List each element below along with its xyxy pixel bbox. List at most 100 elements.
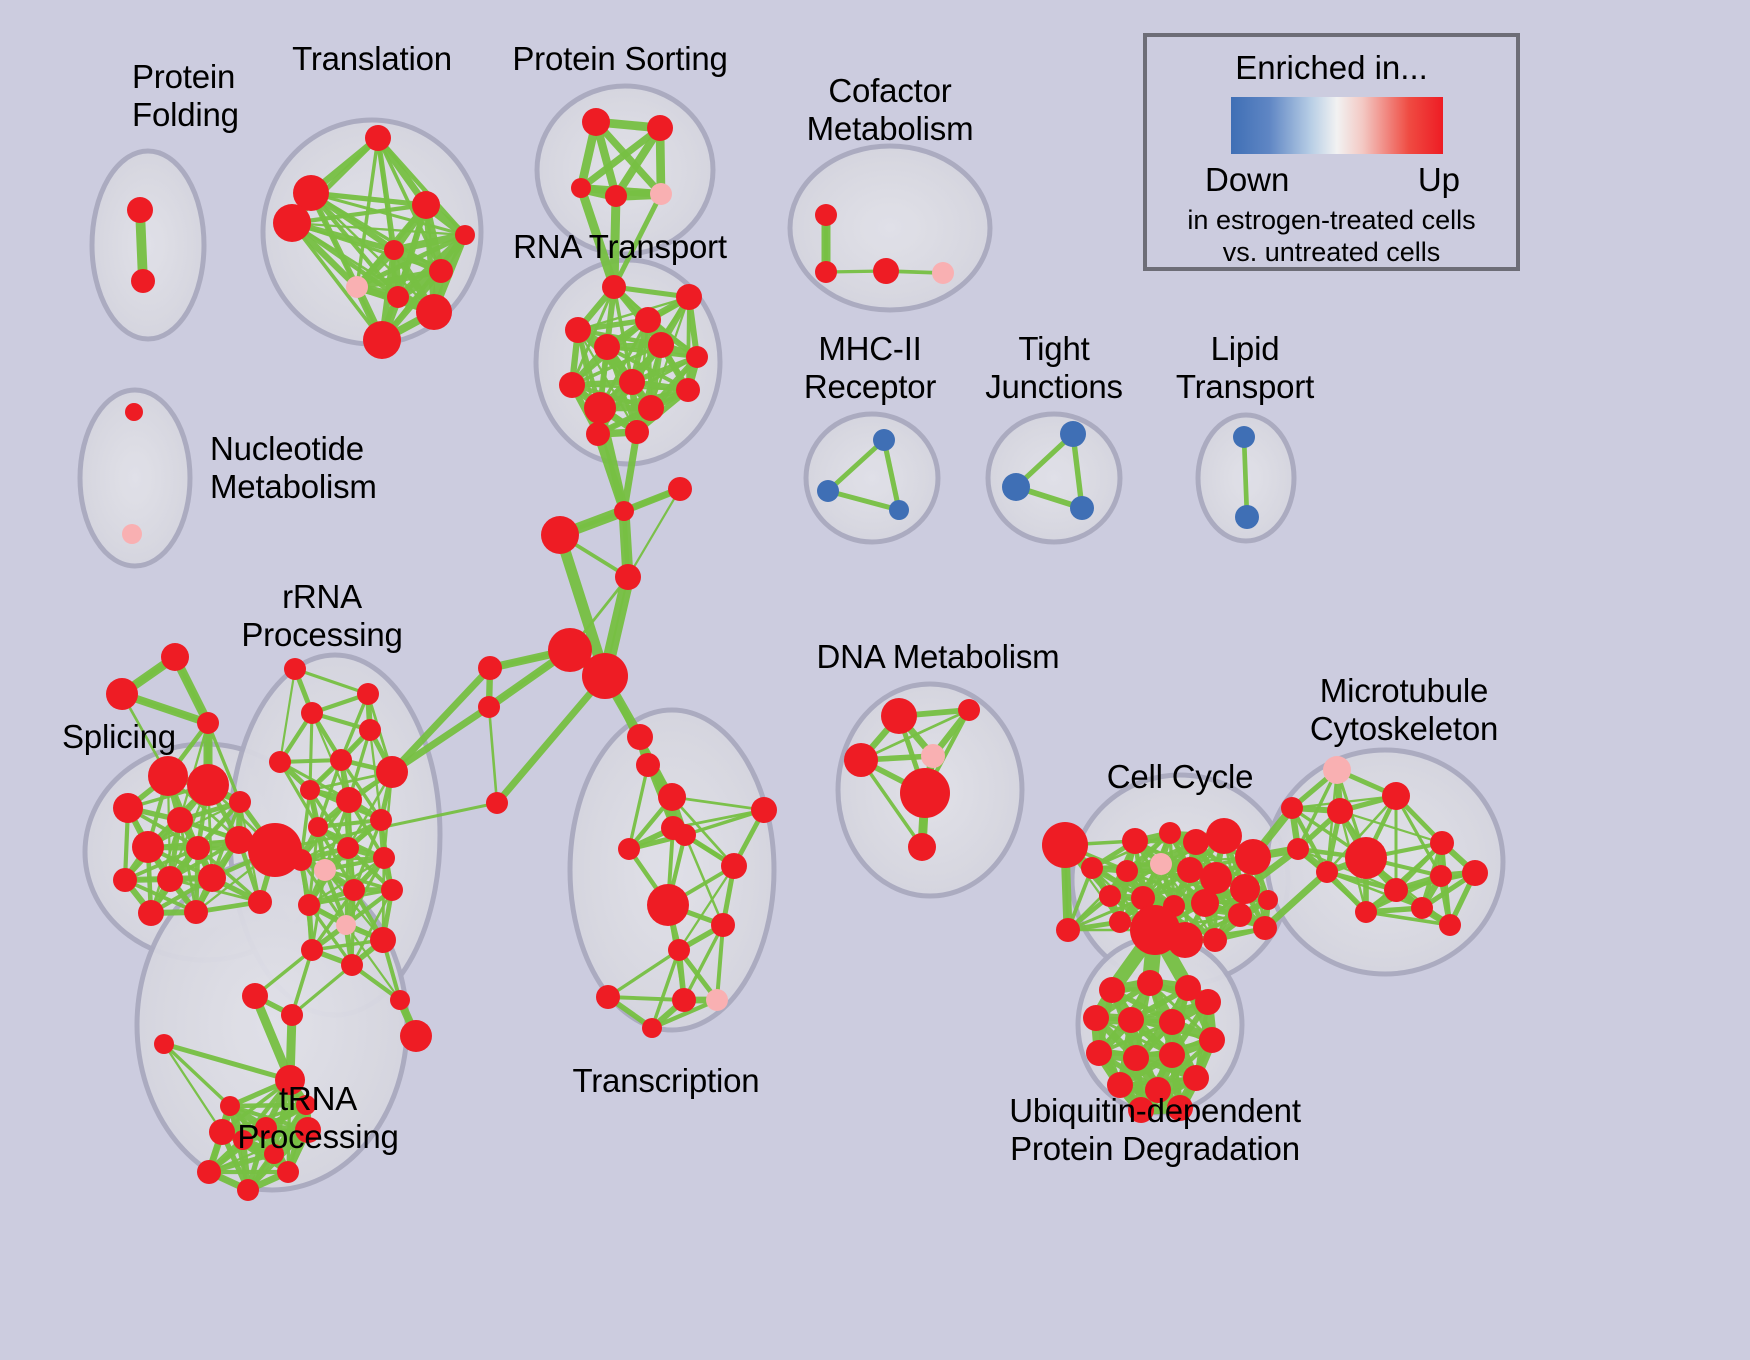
network-node-ubiquitin-protein-degradation[interactable]	[1128, 1097, 1154, 1123]
network-node-rrna-processing[interactable]	[298, 894, 320, 916]
network-node-ubiquitin-protein-degradation[interactable]	[1159, 1009, 1185, 1035]
network-node-cell-cycle[interactable]	[1042, 822, 1088, 868]
network-node-cell-cycle[interactable]	[1131, 886, 1155, 910]
network-node-rrna-processing[interactable]	[301, 939, 323, 961]
network-node-translation[interactable]	[363, 321, 401, 359]
network-node-translation[interactable]	[293, 175, 329, 211]
network-node-trna-processing[interactable]	[296, 1095, 316, 1115]
network-node-microtubule-cytoskeleton[interactable]	[1327, 798, 1353, 824]
network-node-cofactor-metabolism[interactable]	[815, 261, 837, 283]
network-node-cofactor-metabolism[interactable]	[873, 258, 899, 284]
network-node-rrna-processing[interactable]	[400, 1020, 432, 1052]
network-node-rna-transport[interactable]	[565, 317, 591, 343]
network-node-translation[interactable]	[455, 225, 475, 245]
network-node-transcription[interactable]	[615, 564, 641, 590]
network-node-ubiquitin-protein-degradation[interactable]	[1107, 1072, 1133, 1098]
network-node-transcription[interactable]	[668, 939, 690, 961]
network-node-ubiquitin-protein-degradation[interactable]	[1099, 977, 1125, 1003]
network-node-cell-cycle[interactable]	[1056, 918, 1080, 942]
network-node-transcription[interactable]	[596, 985, 620, 1009]
network-node-microtubule-cytoskeleton[interactable]	[1462, 860, 1488, 886]
network-node-splicing[interactable]	[113, 793, 143, 823]
network-node-trna-processing[interactable]	[255, 1117, 277, 1139]
network-node-nucleotide-metabolism[interactable]	[122, 524, 142, 544]
network-node-cell-cycle[interactable]	[1099, 885, 1121, 907]
network-node-rna-transport[interactable]	[619, 369, 645, 395]
network-node-rna-transport[interactable]	[602, 275, 626, 299]
network-node-trna-processing[interactable]	[220, 1096, 240, 1116]
network-node-protein-sorting[interactable]	[650, 183, 672, 205]
network-node-ubiquitin-protein-degradation[interactable]	[1123, 1045, 1149, 1071]
network-node-cofactor-metabolism[interactable]	[815, 204, 837, 226]
network-node-rrna-processing[interactable]	[343, 879, 365, 901]
network-node-splicing[interactable]	[248, 890, 272, 914]
network-node-rrna-processing[interactable]	[359, 719, 381, 741]
network-node-ubiquitin-protein-degradation[interactable]	[1195, 989, 1221, 1015]
network-node-rrna-processing[interactable]	[290, 849, 312, 871]
network-node-rrna-processing[interactable]	[314, 859, 336, 881]
network-node-protein-sorting[interactable]	[647, 115, 673, 141]
network-node-transcription[interactable]	[658, 783, 686, 811]
network-node-ubiquitin-protein-degradation[interactable]	[1199, 1027, 1225, 1053]
network-node-translation[interactable]	[273, 204, 311, 242]
network-node-rrna-processing[interactable]	[337, 837, 359, 859]
network-node-rrna-processing[interactable]	[242, 983, 268, 1009]
network-node-translation[interactable]	[429, 259, 453, 283]
network-node-trna-processing[interactable]	[233, 1130, 253, 1150]
network-node-dna-metabolism[interactable]	[921, 744, 945, 768]
network-node-cell-cycle[interactable]	[1258, 890, 1278, 910]
network-node-microtubule-cytoskeleton[interactable]	[1430, 865, 1452, 887]
network-node-rrna-processing[interactable]	[300, 780, 320, 800]
network-node-transcription[interactable]	[706, 989, 728, 1011]
network-node-rna-transport[interactable]	[586, 422, 610, 446]
network-node-microtubule-cytoskeleton[interactable]	[1316, 861, 1338, 883]
network-node-cell-cycle[interactable]	[1191, 889, 1219, 917]
network-node-tight-junctions[interactable]	[1060, 421, 1086, 447]
network-node-protein-folding[interactable]	[127, 197, 153, 223]
network-node-rrna-processing[interactable]	[301, 702, 323, 724]
network-node-protein-sorting[interactable]	[582, 108, 610, 136]
network-node-translation[interactable]	[387, 286, 409, 308]
network-node-microtubule-cytoskeleton[interactable]	[1287, 838, 1309, 860]
network-node-ubiquitin-protein-degradation[interactable]	[1086, 1040, 1112, 1066]
network-node-rna-transport[interactable]	[625, 420, 649, 444]
network-node-lipid-transport[interactable]	[1233, 426, 1255, 448]
network-node-microtubule-cytoskeleton[interactable]	[1281, 797, 1303, 819]
network-node-transcription[interactable]	[647, 884, 689, 926]
network-node-rrna-processing[interactable]	[341, 954, 363, 976]
network-node-ubiquitin-protein-degradation[interactable]	[1083, 1005, 1109, 1031]
network-node-mhc-ii-receptor[interactable]	[873, 429, 895, 451]
network-node-rrna-processing[interactable]	[370, 809, 392, 831]
network-node-trna-processing[interactable]	[209, 1119, 235, 1145]
network-node-ubiquitin-protein-degradation[interactable]	[1137, 970, 1163, 996]
network-node-splicing[interactable]	[161, 643, 189, 671]
network-node-trna-processing[interactable]	[154, 1034, 174, 1054]
network-node-dna-metabolism[interactable]	[881, 698, 917, 734]
network-node-splicing[interactable]	[157, 866, 183, 892]
network-node-cell-cycle[interactable]	[1203, 928, 1227, 952]
network-node-rna-transport[interactable]	[676, 378, 700, 402]
network-node-cell-cycle[interactable]	[1177, 857, 1203, 883]
network-node-cell-cycle[interactable]	[1253, 916, 1277, 940]
network-node-microtubule-cytoskeleton[interactable]	[1323, 756, 1351, 784]
network-node-rrna-processing[interactable]	[284, 658, 306, 680]
network-node-splicing[interactable]	[197, 712, 219, 734]
network-node-splicing[interactable]	[138, 900, 164, 926]
network-node-transcription[interactable]	[548, 628, 592, 672]
network-node-transcription[interactable]	[618, 838, 640, 860]
network-node-translation[interactable]	[365, 125, 391, 151]
network-node-ubiquitin-protein-degradation[interactable]	[1145, 1077, 1171, 1103]
network-node-trna-processing[interactable]	[277, 1161, 299, 1183]
network-node-dna-metabolism[interactable]	[908, 833, 936, 861]
network-node-rrna-processing[interactable]	[370, 927, 396, 953]
network-node-rrna-processing[interactable]	[376, 756, 408, 788]
network-node-microtubule-cytoskeleton[interactable]	[1355, 901, 1377, 923]
network-node-microtubule-cytoskeleton[interactable]	[1411, 897, 1433, 919]
network-node-transcription[interactable]	[486, 792, 508, 814]
network-node-ubiquitin-protein-degradation[interactable]	[1175, 975, 1201, 1001]
network-node-splicing[interactable]	[148, 756, 188, 796]
network-node-rna-transport[interactable]	[676, 284, 702, 310]
network-node-dna-metabolism[interactable]	[958, 699, 980, 721]
network-node-ubiquitin-protein-degradation[interactable]	[1118, 1007, 1144, 1033]
network-node-rna-transport[interactable]	[635, 307, 661, 333]
